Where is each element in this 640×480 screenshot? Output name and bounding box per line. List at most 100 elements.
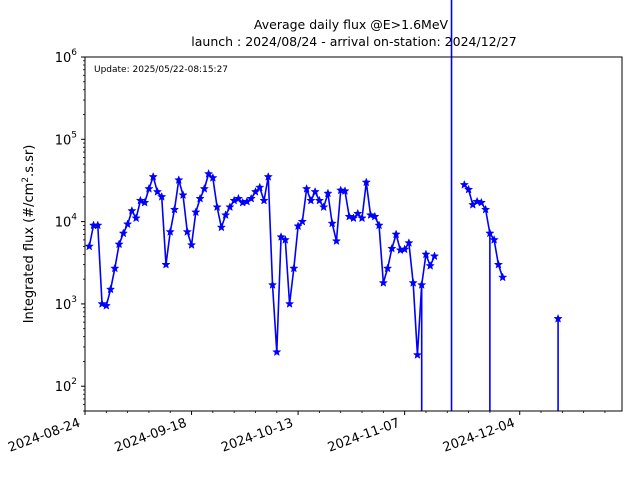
data-point-marker [212,202,222,212]
data-point-marker [323,188,333,198]
data-point-marker [498,272,508,282]
data-point-marker [114,239,124,249]
data-point-marker [182,226,192,236]
data-point-marker [255,182,265,192]
data-point-marker [105,284,116,294]
data-point-marker [131,213,141,223]
data-point-marker [493,259,504,269]
y-tick-label: 102 [55,377,77,395]
data-point-marker [361,177,371,187]
data-point-marker [378,278,388,287]
data-point-marker [84,241,94,251]
chart-title: Average daily flux @E>1.6MeV [254,17,449,32]
data-point-marker [276,232,286,241]
x-tick-label: 2024-09-18 [113,416,189,456]
data-point-marker [314,195,325,205]
y-tick-label: 105 [55,130,77,148]
y-tick-label-exponent: 5 [71,130,77,140]
data-point-marker [336,185,346,195]
data-point-marker [263,171,273,181]
data-point-marker [340,186,350,196]
data-point-marker [417,280,427,289]
data-point-marker [387,243,397,253]
data-point-marker [216,222,227,232]
data-point-marker [353,208,363,218]
data-point-marker [480,204,491,214]
data-point-marker [144,183,154,193]
x-axis: 2024-08-24 2024-09-18 2024-10-13 2024-11-07… [6,411,606,456]
data-point-marker [97,299,107,308]
data-point-marker [319,202,329,212]
data-point-marker [429,251,440,261]
data-point-marker [186,240,197,249]
x-tick-label: 2024-08-24 [6,416,82,456]
data-point-marker [374,220,384,230]
data-point-marker [382,263,393,273]
data-point-marker [272,347,282,357]
data-point-marker [365,210,376,220]
data-point-marker [165,226,175,236]
y-tick-label-base: 10 [55,380,72,395]
data-point-marker [199,183,209,193]
data-point-marker [301,183,312,193]
data-point-marker [459,179,469,189]
data-point-marker [127,205,137,215]
plot-area [84,0,623,412]
chart-subtitle: launch : 2024/08/24 - arrival on-station… [191,34,516,49]
data-point-marker [220,210,231,220]
data-point-marker [476,197,487,207]
data-point-marker [225,202,235,212]
data-point-marker [370,211,380,221]
data-point-marker [203,168,214,178]
data-point-marker [331,236,342,246]
data-point-marker [161,259,171,269]
plot-frame [84,56,623,412]
data-point-marker [208,172,218,182]
data-point-marker [178,190,188,200]
data-point-marker [135,195,146,205]
data-point-marker [399,244,410,254]
data-point-marker [267,280,278,289]
data-point-marker [348,213,359,223]
y-tick-label-exponent: 3 [71,295,77,305]
data-point-marker [233,193,244,203]
data-point-marker [169,204,180,214]
y-tick-label-base: 10 [55,133,72,148]
data-point-marker [463,184,474,194]
data-point-marker [110,263,120,273]
series-layer [84,0,563,411]
data-point-marker [284,299,295,308]
data-point-marker [297,216,308,226]
y-tick-label-base: 10 [55,216,72,231]
y-tick-label: 103 [55,295,77,313]
data-point-marker [344,211,354,221]
data-point-marker [293,221,303,231]
data-point-marker [310,186,320,196]
data-point-marker [246,193,256,203]
x-tick-label: 2024-11-07 [326,416,402,456]
data-point-marker [93,220,103,230]
data-point-marker [289,263,299,273]
data-point-marker [357,213,367,223]
x-tick-label: 2024-12-04 [441,416,517,456]
data-point-marker [191,207,201,217]
data-point-marker [157,191,167,201]
data-point-marker [148,171,158,181]
series-line [88,173,436,356]
y-tick-label-exponent: 6 [71,48,77,58]
data-point-marker [485,228,495,238]
data-point-marker [412,350,423,359]
data-point-marker [140,197,150,207]
data-point-marker [553,313,563,323]
y-tick-label-base: 10 [55,51,72,66]
data-point-marker [408,278,418,287]
y-tick-label-base: 10 [55,298,72,313]
data-point-marker [259,195,269,205]
data-point-marker [391,229,401,239]
data-point-marker [404,238,414,247]
update-annotation: Update: 2025/05/22-08:15:27 [94,65,228,75]
y-tick-label: 104 [55,213,78,231]
data-point-marker [280,234,290,244]
